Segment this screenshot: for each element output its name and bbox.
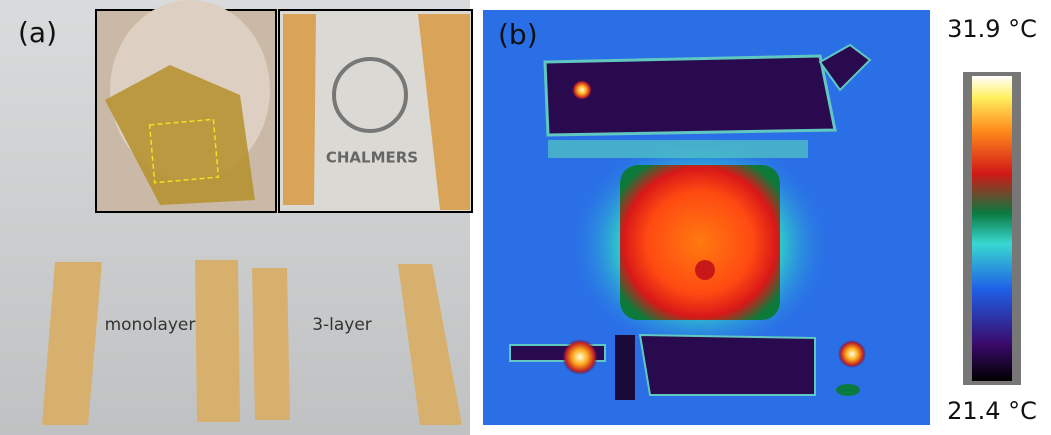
inset-photo-2: CHALMERS: [279, 10, 472, 212]
heated-area: [620, 165, 780, 320]
panel-label: (a): [18, 16, 57, 49]
strip-label: 3-layer: [312, 315, 372, 335]
strip-label: monolayer: [105, 315, 196, 335]
colorbar-min-label: 21.4 °C: [947, 397, 1037, 425]
panel-label: (b): [498, 18, 538, 51]
panel-a: monolayer 3-layer CHALMERS (a): [0, 0, 472, 435]
panel-b: (b) 31.9 °C 21.4 °C: [483, 10, 1037, 425]
colorbar: [972, 76, 1012, 381]
inset-photo-1: [96, 0, 276, 212]
figure: monolayer 3-layer CHALMERS (a): [0, 0, 1051, 435]
logo-text: CHALMERS: [326, 149, 418, 167]
colorbar-max-label: 31.9 °C: [947, 15, 1037, 43]
